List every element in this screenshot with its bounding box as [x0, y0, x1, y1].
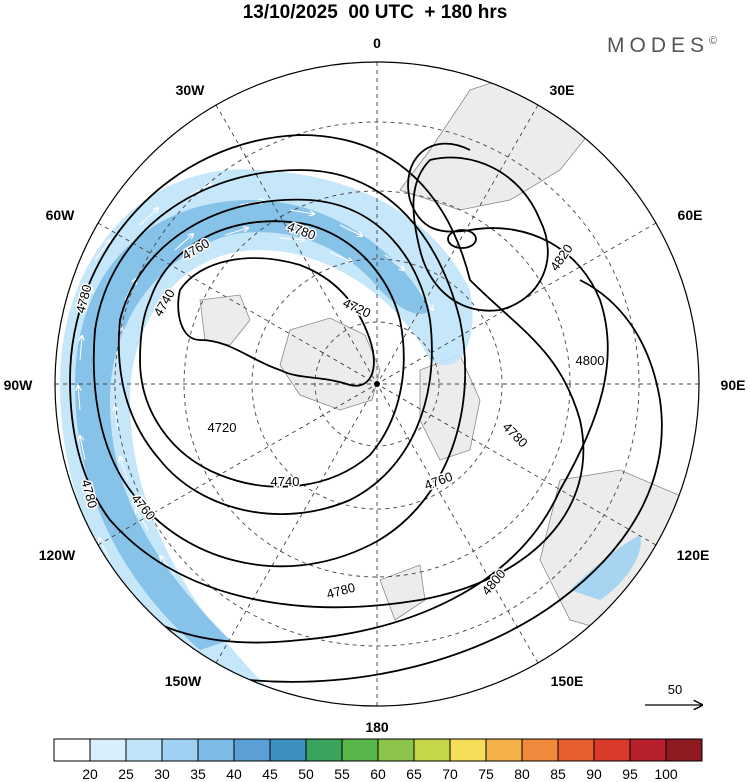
- antarctic-land: [279, 317, 381, 411]
- colorbar-box: [413, 738, 451, 762]
- lon-label-150e: 150E: [551, 673, 584, 689]
- lon-label-120w: 120W: [39, 547, 76, 563]
- lon-label-30w: 30W: [176, 82, 206, 98]
- colorbar-box: [449, 738, 487, 762]
- colorbar-tick-label: 30: [154, 766, 170, 782]
- lon-label-60e: 60E: [678, 207, 703, 223]
- map-title: 13/10/2025 00 UTC + 180 hrs: [242, 2, 508, 23]
- lon-label-120e: 120E: [677, 547, 710, 563]
- colorbar-box: [629, 738, 667, 762]
- colorbar-box: [341, 738, 379, 762]
- colorbar-box: [197, 738, 235, 762]
- colorbar-tick-label: 90: [586, 766, 602, 782]
- colorbar-tick-label: 95: [622, 766, 638, 782]
- contour-label: 4740: [271, 474, 300, 489]
- longitude-labels: 0 30E 60E 90E 120E 150E 180 150W 120W 90…: [4, 35, 746, 735]
- contour-label: 4800: [576, 353, 605, 368]
- copyright-mark: ©: [709, 35, 723, 47]
- colorbar: 20 25 30 35 40 45 50 55 60 65 70 75 80 85 90 95 100: [53, 738, 703, 782]
- colorbar-tick-label: 35: [190, 766, 206, 782]
- colorbar-tick-label: 40: [226, 766, 242, 782]
- colorbar-tick-label: 60: [370, 766, 386, 782]
- wind-band-light: [60, 169, 473, 700]
- colorbar-box: [377, 738, 415, 762]
- eastern-land: [419, 354, 481, 461]
- colorbar-box: [161, 738, 199, 762]
- colorbar-tick-label: 80: [514, 766, 530, 782]
- colorbar-box: [485, 738, 523, 762]
- contour-label: 4720: [341, 295, 374, 321]
- colorbar-boxes: [53, 738, 703, 762]
- colorbar-box: [125, 738, 163, 762]
- lon-label-90e: 90E: [721, 377, 746, 393]
- colorbar-box: [665, 738, 703, 762]
- peninsula-land: [199, 294, 251, 346]
- brand-name: MODES: [607, 34, 710, 57]
- colorbar-tick-label: 65: [406, 766, 422, 782]
- colorbar-box: [53, 738, 91, 762]
- colorbar-box: [233, 738, 271, 762]
- colorbar-tick-label: 55: [334, 766, 350, 782]
- lon-label-30e: 30E: [550, 82, 575, 98]
- lon-label-0: 0: [373, 35, 381, 51]
- colorbar-box: [557, 738, 595, 762]
- colorbar-tick-label: 25: [118, 766, 134, 782]
- colorbar-tick-label: 50: [298, 766, 314, 782]
- colorbar-tick-label: 85: [550, 766, 566, 782]
- colorbar-box: [269, 738, 307, 762]
- colorbar-tick-label: 20: [82, 766, 98, 782]
- colorbar-tick-label: 70: [442, 766, 458, 782]
- colorbar-box: [521, 738, 559, 762]
- colorbar-box: [89, 738, 127, 762]
- contour-label: 4760: [422, 469, 454, 493]
- lon-label-180: 180: [365, 719, 389, 735]
- colorbar-tick-label: 75: [478, 766, 494, 782]
- contour-label: 4780: [500, 419, 531, 450]
- colorbar-tick-label: 45: [262, 766, 278, 782]
- brand-logo: MODES©: [607, 34, 722, 58]
- vector-key: 50: [645, 682, 702, 705]
- contour-label: 4780: [325, 580, 357, 602]
- pole-marker: [374, 381, 380, 387]
- colorbar-box: [305, 738, 343, 762]
- colorbar-ticks: 20 25 30 35 40 45 50 55 60 65 70 75 80 85 90 95 100: [82, 766, 678, 782]
- map-boundary: [54, 61, 700, 707]
- vector-key-label: 50: [668, 682, 682, 697]
- colorbar-box: [593, 738, 631, 762]
- lon-label-90w: 90W: [4, 377, 34, 393]
- colorbar-tick-label: 100: [654, 766, 678, 782]
- lon-label-60w: 60W: [46, 207, 76, 223]
- island-land: [379, 564, 426, 621]
- lon-label-150w: 150W: [165, 673, 202, 689]
- wind-patch-east: [570, 535, 641, 600]
- contour-label: 4720: [208, 420, 237, 435]
- height-contours: [69, 134, 663, 683]
- wind-shading: [60, 169, 641, 700]
